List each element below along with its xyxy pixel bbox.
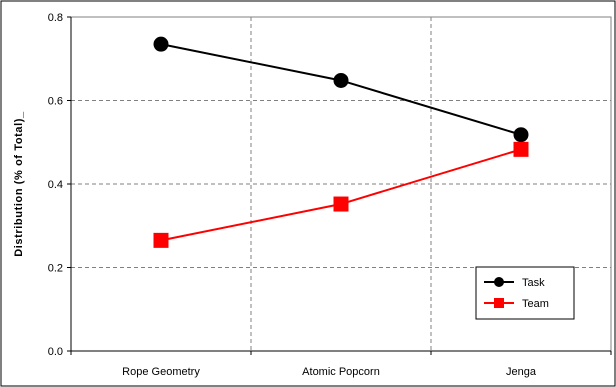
series-group	[153, 36, 529, 248]
x-axis-ticks: Rope Geometry Atomic Popcorn Jenga	[70, 351, 612, 378]
y-tick-label: 0.0	[48, 346, 63, 358]
y-tick-label: 0.2	[48, 263, 63, 275]
legend-box	[475, 266, 575, 320]
data-point-task	[333, 72, 349, 88]
y-tick-label: 0.4	[48, 179, 63, 191]
data-point-team	[333, 196, 349, 212]
y-tick-label: 0.8	[48, 12, 63, 24]
y-tick-label: 0.6	[48, 96, 63, 108]
legend: Task Team	[475, 266, 575, 320]
data-point-task	[153, 36, 169, 52]
legend-marker-task	[494, 277, 504, 287]
legend-label-task: Task	[522, 277, 545, 289]
y-axis-label: Distribution (% of Total)_	[13, 111, 25, 257]
legend-label-team: Team	[522, 298, 549, 310]
x-tick-label: Atomic Popcorn	[302, 366, 380, 378]
data-point-team	[513, 141, 529, 157]
data-point-task	[513, 127, 529, 143]
data-point-team	[153, 232, 169, 248]
x-tick-label: Rope Geometry	[122, 366, 200, 378]
y-axis-ticks: 0.0 0.2 0.4 0.6 0.8	[48, 12, 71, 358]
legend-marker-team	[494, 298, 504, 308]
x-tick-label: Jenga	[506, 366, 537, 378]
